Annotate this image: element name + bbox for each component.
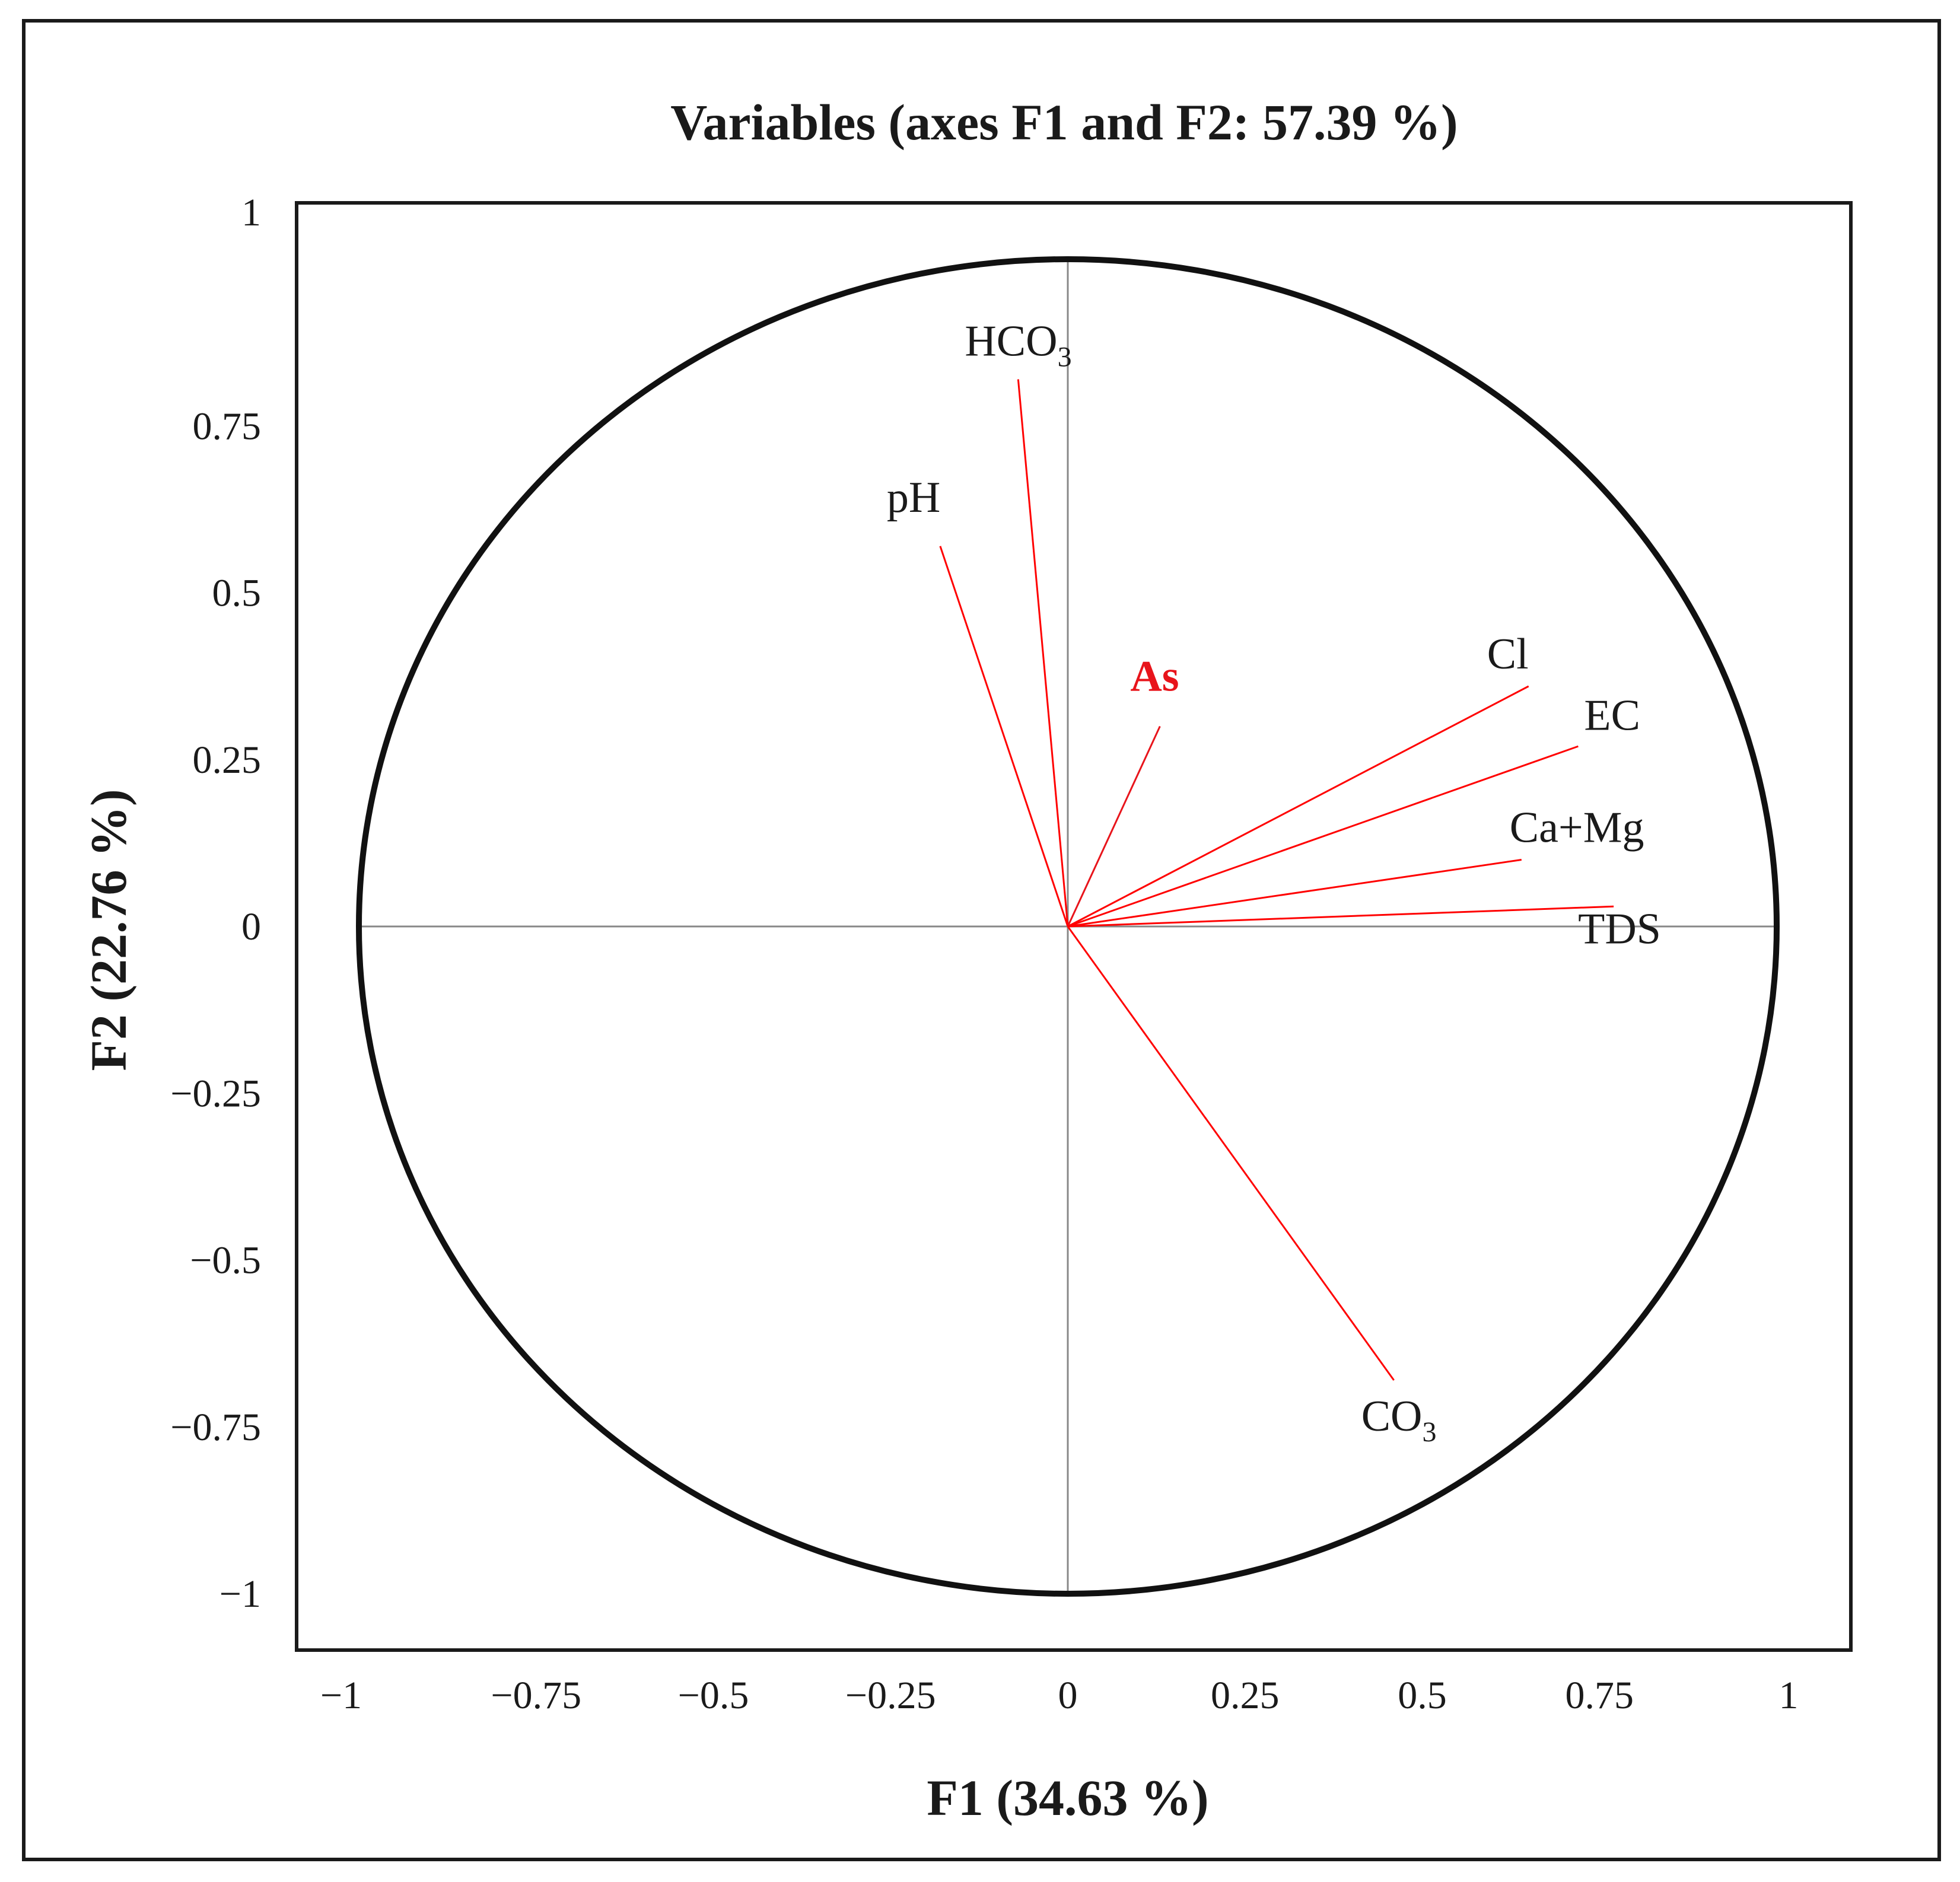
vector-hco3: [1017, 379, 1069, 927]
vector-ca-mg: [1067, 859, 1522, 928]
variable-label-tds: TDS: [1578, 905, 1661, 953]
vector-cl: [1067, 685, 1529, 928]
correlation-circle: [356, 256, 1780, 1597]
y-axis-title: F2 (22.76 %): [80, 789, 137, 1071]
vector-as: [1067, 725, 1161, 927]
y-tick-label: −0.5: [190, 1239, 261, 1282]
y-tick-labels: 1 0.75 0.5 0.25 0 −0.25 −0.5 −0.75 −1: [170, 191, 261, 1616]
vectors-layer: HCO3 pH As Cl EC Ca+Mg TDS CO3: [887, 317, 1661, 1448]
variable-label-hco3: HCO3: [965, 317, 1071, 373]
x-axis-title: F1 (34.63 %): [927, 1769, 1208, 1826]
y-tick-label: 0: [241, 905, 261, 948]
variable-label-ec: EC: [1584, 691, 1640, 740]
y-tick-label: 0.75: [193, 405, 262, 448]
chart-title: Variables (axes F1 and F2: 57.39 %): [670, 94, 1458, 151]
variable-label-cl: Cl: [1487, 630, 1529, 679]
x-tick-label: 0.75: [1566, 1674, 1634, 1717]
vector-co3: [1067, 926, 1395, 1381]
x-tick-label: −0.5: [678, 1674, 749, 1717]
x-tick-label: 0.25: [1211, 1674, 1280, 1717]
y-tick-label: −0.75: [170, 1406, 261, 1449]
x-tick-label: −0.25: [845, 1674, 936, 1717]
y-tick-label: −0.25: [170, 1072, 261, 1115]
vector-tds: [1067, 905, 1614, 928]
y-tick-label: 0.25: [193, 738, 262, 782]
variable-label-co3: CO3: [1361, 1392, 1437, 1448]
x-tick-label: −1: [320, 1674, 362, 1717]
x-tick-label: −0.75: [491, 1674, 581, 1717]
vector-ph: [939, 546, 1069, 927]
x-tick-label: 0: [1058, 1674, 1078, 1717]
vector-ec: [1067, 745, 1579, 928]
variable-label-ph: pH: [887, 473, 940, 522]
x-tick-label: 0.5: [1398, 1674, 1447, 1717]
x-tick-labels: −1 −0.75 −0.5 −0.25 0 0.25 0.5 0.75 1: [320, 1674, 1799, 1717]
variable-label-ca-mg: Ca+Mg: [1510, 804, 1644, 852]
circle-layer: [356, 256, 1780, 1597]
y-tick-label: −1: [219, 1572, 261, 1616]
variable-label-as: As: [1130, 652, 1179, 701]
y-tick-label: 1: [241, 191, 261, 234]
y-tick-label: 0.5: [212, 572, 262, 615]
x-tick-label: 1: [1779, 1674, 1799, 1717]
